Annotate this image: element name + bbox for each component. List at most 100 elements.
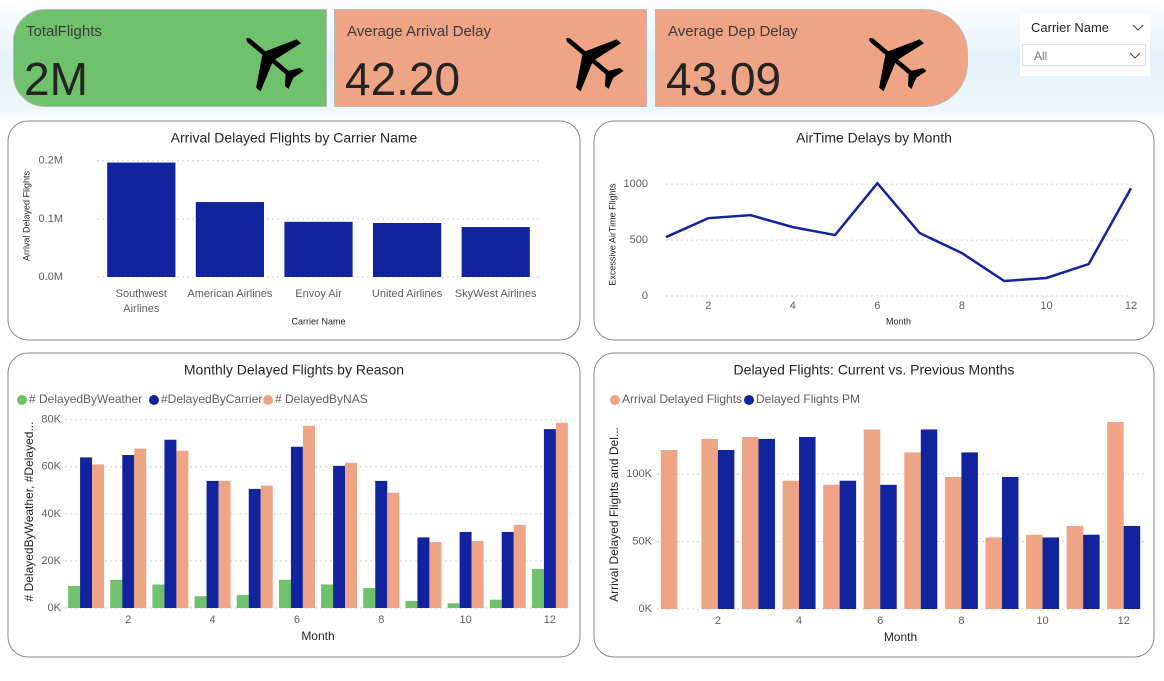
bar [176, 450, 189, 608]
x-tick-label: 12 [544, 614, 556, 626]
bar [782, 480, 800, 609]
bar [799, 437, 816, 609]
bar [417, 537, 430, 608]
bar [302, 425, 315, 608]
x-tick-label: 4 [790, 300, 796, 312]
bar [278, 579, 291, 608]
bar [1066, 525, 1084, 609]
slicer[interactable]: Carrier Name All [1020, 14, 1150, 76]
legend-marker [744, 395, 754, 405]
y-tick-label: 0 [642, 290, 648, 302]
y-axis-title: # DelayedByWeather, #Delayed... [22, 422, 36, 602]
legend-marker [610, 395, 620, 405]
bar [471, 540, 484, 608]
x-tick-label: Envoy Air [295, 288, 342, 300]
kpi-value: 42.20 [345, 53, 461, 105]
bar [461, 227, 530, 277]
bar [68, 585, 81, 608]
x-tick-label: 2 [705, 300, 711, 312]
bar [122, 455, 135, 608]
chart-title: Arrival Delayed Flights by Carrier Name [171, 130, 418, 146]
bar [701, 438, 718, 609]
legend-marker [263, 395, 273, 405]
y-tick-label: 0.1M [39, 213, 63, 225]
bar [555, 422, 568, 608]
bar [920, 429, 938, 609]
bar [387, 492, 400, 608]
line [665, 181, 1133, 283]
y-tick-label: 40K [41, 508, 61, 520]
bar [290, 446, 303, 608]
plane-icon [566, 37, 624, 92]
bar [405, 600, 418, 608]
x-axis-title: Carrier Name [291, 316, 345, 326]
y-tick-label: 0K [48, 602, 62, 614]
bar [543, 429, 556, 608]
legend-label: #DelayedByCarrier [161, 392, 262, 406]
x-tick-label: 8 [378, 614, 384, 626]
bar [1123, 525, 1141, 609]
legend-label: # DelayedByWeather [29, 392, 142, 406]
bar [741, 437, 759, 609]
bar [80, 457, 93, 608]
legend-label: Delayed Flights PM [756, 392, 860, 406]
bar [134, 448, 147, 608]
bar [839, 480, 857, 609]
bar [206, 480, 219, 608]
bar [152, 584, 165, 608]
x-tick-label: SkyWest Airlines [454, 288, 537, 300]
chart-title: AirTime Delays by Month [796, 130, 952, 146]
x-tick-label: 2 [125, 614, 131, 626]
x-tick-label: 2 [715, 615, 721, 627]
bar [944, 476, 962, 609]
x-tick-label: 10 [1040, 300, 1052, 312]
bar [164, 439, 177, 608]
y-tick-label: 0.0M [39, 271, 63, 283]
bar [863, 429, 881, 609]
x-axis-title: Month [301, 629, 334, 643]
bar [284, 221, 353, 277]
bar [92, 464, 105, 608]
kpi-label: TotalFlights [26, 23, 102, 40]
bar [1042, 537, 1060, 609]
y-tick-label: 60K [41, 461, 61, 473]
kpi-card: Average Arrival Delay 42.20 [334, 9, 647, 107]
kpi-value: 2M [24, 53, 88, 105]
x-axis-title: Month [886, 316, 911, 326]
chevron [1132, 24, 1144, 31]
legend-marker [17, 395, 27, 405]
slicer-dropdown[interactable]: All [1022, 44, 1146, 66]
bar [260, 485, 273, 608]
y-tick-label: 0K [639, 603, 653, 615]
bar [1001, 476, 1019, 609]
bar [321, 584, 334, 608]
bar [345, 462, 358, 608]
bar [248, 488, 261, 608]
x-tick-label: 12 [1118, 615, 1130, 627]
kpi-card: TotalFlights 2M [13, 9, 327, 107]
bar [531, 568, 544, 608]
kpi-card: Average Dep Delay 43.09 [655, 9, 968, 107]
x-tick-label: 8 [959, 300, 965, 312]
y-axis-title: Excessive AirTime Flights [607, 183, 617, 286]
bar [985, 537, 1002, 609]
y-axis-title: Arrival Delayed Flights [21, 170, 31, 261]
x-tick-label: 12 [1125, 300, 1137, 312]
y-tick-label: 50K [632, 535, 652, 547]
bar [823, 484, 840, 609]
x-axis-title: Month [884, 630, 917, 644]
x-tick-label: 6 [874, 300, 880, 312]
bar [1026, 534, 1043, 609]
x-tick-label: 4 [796, 615, 802, 627]
x-tick-label: 6 [877, 615, 883, 627]
x-tick-label: 10 [459, 614, 471, 626]
x-tick-label: American Airlines [187, 288, 273, 300]
y-tick-label: 20K [41, 555, 61, 567]
bar [1107, 422, 1124, 609]
bar [459, 531, 472, 608]
bar [363, 587, 376, 608]
bar [333, 465, 346, 608]
bar [110, 579, 123, 608]
